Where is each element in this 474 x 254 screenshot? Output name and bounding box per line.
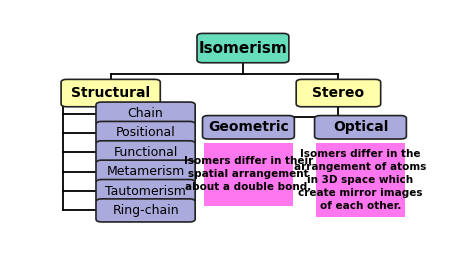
FancyBboxPatch shape bbox=[315, 116, 406, 139]
FancyBboxPatch shape bbox=[96, 180, 195, 203]
FancyBboxPatch shape bbox=[96, 102, 195, 125]
FancyBboxPatch shape bbox=[202, 116, 294, 139]
FancyBboxPatch shape bbox=[316, 143, 405, 217]
Text: Stereo: Stereo bbox=[312, 86, 365, 100]
FancyBboxPatch shape bbox=[96, 141, 195, 164]
Text: Isomers differ in the
arrangement of atoms
in 3D space which
create mirror image: Isomers differ in the arrangement of ato… bbox=[294, 150, 427, 211]
Text: Structural: Structural bbox=[71, 86, 150, 100]
FancyBboxPatch shape bbox=[296, 79, 381, 107]
Text: Chain: Chain bbox=[128, 107, 164, 120]
FancyBboxPatch shape bbox=[96, 160, 195, 183]
Text: Optical: Optical bbox=[333, 120, 388, 134]
Text: Tautomerism: Tautomerism bbox=[105, 185, 186, 198]
Text: Geometric: Geometric bbox=[208, 120, 289, 134]
Text: Metamerism: Metamerism bbox=[107, 165, 185, 178]
Text: Isomers differ in their
spatial arrangement
about a double bond.: Isomers differ in their spatial arrangem… bbox=[184, 156, 313, 192]
FancyBboxPatch shape bbox=[96, 121, 195, 145]
FancyBboxPatch shape bbox=[96, 199, 195, 222]
Text: Ring-chain: Ring-chain bbox=[112, 204, 179, 217]
Text: Functional: Functional bbox=[113, 146, 178, 159]
Text: Isomerism: Isomerism bbox=[199, 41, 287, 56]
Text: Positional: Positional bbox=[116, 126, 175, 139]
FancyBboxPatch shape bbox=[61, 79, 160, 107]
FancyBboxPatch shape bbox=[204, 143, 292, 205]
FancyBboxPatch shape bbox=[197, 34, 289, 63]
